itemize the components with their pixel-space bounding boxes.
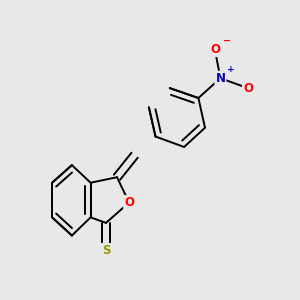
Text: N: N xyxy=(215,72,225,85)
Text: O: O xyxy=(124,196,134,209)
Text: +: + xyxy=(226,65,234,74)
Text: S: S xyxy=(102,244,110,257)
Text: O: O xyxy=(210,43,220,56)
Text: O: O xyxy=(243,82,253,94)
Text: −: − xyxy=(223,36,231,46)
